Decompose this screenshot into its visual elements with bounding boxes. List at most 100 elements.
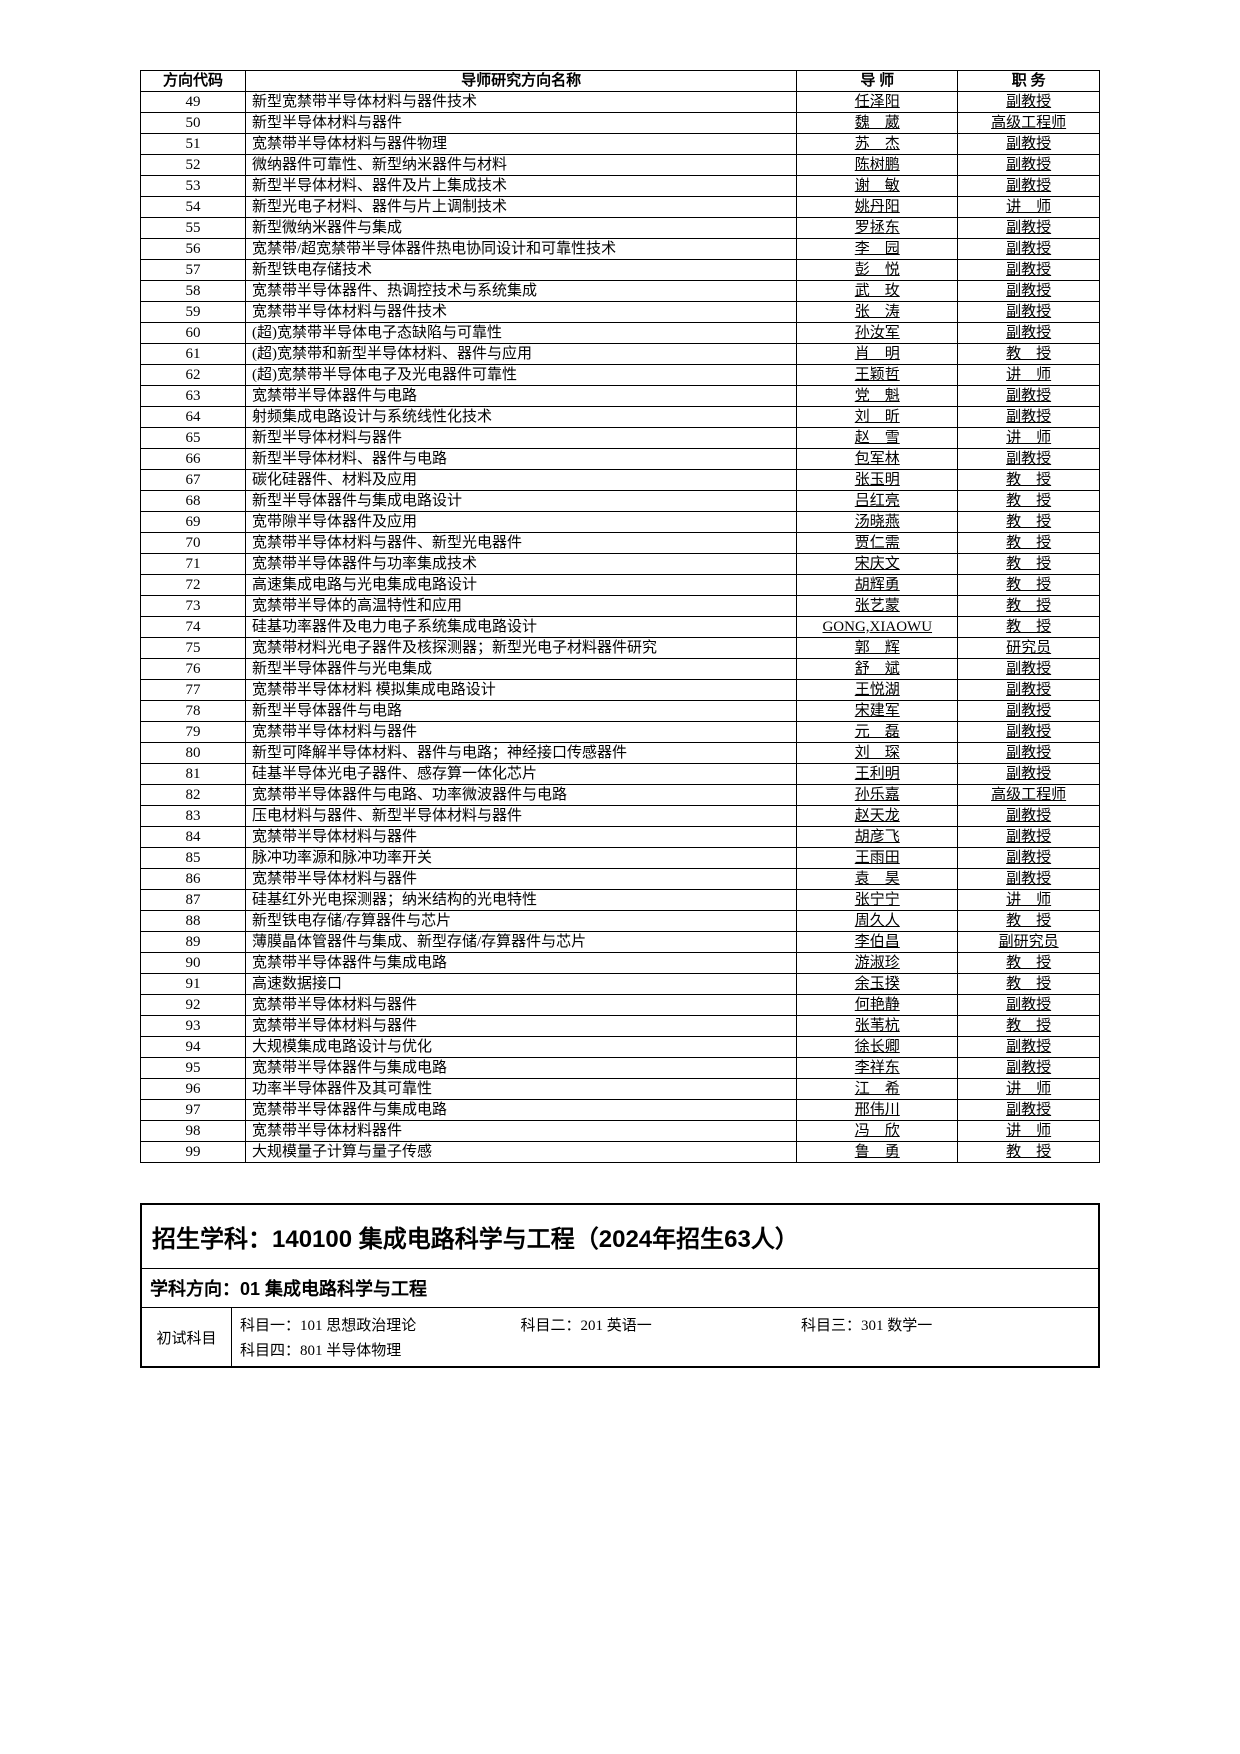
cell-title: 副教授 [958, 281, 1100, 302]
table-row: 74硅基功率器件及电力电子系统集成电路设计GONG,XIAOWU教 授 [141, 617, 1100, 638]
cell-code: 75 [141, 638, 246, 659]
cell-advisor: 游淑珍 [797, 953, 958, 974]
cell-title: 副教授 [958, 260, 1100, 281]
cell-code: 82 [141, 785, 246, 806]
cell-advisor: 李伯昌 [797, 932, 958, 953]
cell-research: 宽禁带半导体材料与器件 [246, 1016, 797, 1037]
cell-research: 新型半导体材料与器件 [246, 428, 797, 449]
cell-title: 副教授 [958, 848, 1100, 869]
cell-code: 83 [141, 806, 246, 827]
cell-research: 大规模量子计算与量子传感 [246, 1142, 797, 1163]
table-row: 78新型半导体器件与电路宋建军副教授 [141, 701, 1100, 722]
cell-code: 98 [141, 1121, 246, 1142]
cell-code: 96 [141, 1079, 246, 1100]
cell-title: 副教授 [958, 176, 1100, 197]
cell-advisor: 罗拯东 [797, 218, 958, 239]
cell-code: 76 [141, 659, 246, 680]
cell-title: 教 授 [958, 533, 1100, 554]
cell-title: 教 授 [958, 1016, 1100, 1037]
table-row: 93宽禁带半导体材料与器件张苇杭教 授 [141, 1016, 1100, 1037]
cell-code: 59 [141, 302, 246, 323]
cell-advisor: 李祥东 [797, 1058, 958, 1079]
cell-advisor: 郭 辉 [797, 638, 958, 659]
cell-research: 大规模集成电路设计与优化 [246, 1037, 797, 1058]
cell-advisor: 姚丹阳 [797, 197, 958, 218]
cell-title: 副教授 [958, 659, 1100, 680]
program-direction: 学科方向：01 集成电路科学与工程 [142, 1269, 1098, 1308]
cell-research: 新型铁电存储/存算器件与芯片 [246, 911, 797, 932]
cell-title: 讲 师 [958, 1121, 1100, 1142]
cell-advisor: 贾仁需 [797, 533, 958, 554]
table-row: 86宽禁带半导体材料与器件袁 昊副教授 [141, 869, 1100, 890]
cell-code: 72 [141, 575, 246, 596]
cell-research: 碳化硅器件、材料及应用 [246, 470, 797, 491]
cell-advisor: 苏 杰 [797, 134, 958, 155]
cell-code: 73 [141, 596, 246, 617]
cell-research: 宽禁带半导体器件与集成电路 [246, 1058, 797, 1079]
cell-title: 讲 师 [958, 890, 1100, 911]
cell-advisor: 舒 斌 [797, 659, 958, 680]
cell-research: 硅基红外光电探测器；纳米结构的光电特性 [246, 890, 797, 911]
cell-title: 副教授 [958, 1058, 1100, 1079]
cell-research: 宽禁带半导体材料与器件 [246, 869, 797, 890]
table-row: 59宽禁带半导体材料与器件技术张 涛副教授 [141, 302, 1100, 323]
cell-title: 副教授 [958, 722, 1100, 743]
cell-advisor: 袁 昊 [797, 869, 958, 890]
cell-research: 新型半导体器件与光电集成 [246, 659, 797, 680]
cell-advisor: 冯 欣 [797, 1121, 958, 1142]
cell-title: 高级工程师 [958, 785, 1100, 806]
cell-research: 宽禁带半导体材料 模拟集成电路设计 [246, 680, 797, 701]
cell-title: 教 授 [958, 911, 1100, 932]
cell-advisor: 张宁宁 [797, 890, 958, 911]
cell-code: 79 [141, 722, 246, 743]
cell-advisor: 张 涛 [797, 302, 958, 323]
cell-advisor: 党 魁 [797, 386, 958, 407]
cell-code: 95 [141, 1058, 246, 1079]
table-row: 50新型半导体材料与器件魏 葳高级工程师 [141, 113, 1100, 134]
cell-research: 宽禁带半导体材料与器件 [246, 995, 797, 1016]
header-research: 导师研究方向名称 [246, 71, 797, 92]
cell-advisor: 任泽阳 [797, 92, 958, 113]
cell-code: 62 [141, 365, 246, 386]
cell-advisor: 胡辉勇 [797, 575, 958, 596]
cell-advisor: 陈树鹏 [797, 155, 958, 176]
cell-advisor: 张艺蒙 [797, 596, 958, 617]
cell-code: 87 [141, 890, 246, 911]
table-row: 68新型半导体器件与集成电路设计吕红亮教 授 [141, 491, 1100, 512]
cell-research: 宽禁带半导体材料与器件技术 [246, 302, 797, 323]
cell-title: 副教授 [958, 806, 1100, 827]
cell-title: 教 授 [958, 491, 1100, 512]
cell-code: 68 [141, 491, 246, 512]
cell-code: 66 [141, 449, 246, 470]
cell-code: 51 [141, 134, 246, 155]
cell-research: 新型半导体器件与电路 [246, 701, 797, 722]
program-box: 招生学科：140100 集成电路科学与工程（2024年招生63人） 学科方向：0… [140, 1203, 1100, 1368]
table-row: 70宽禁带半导体材料与器件、新型光电器件贾仁需教 授 [141, 533, 1100, 554]
cell-code: 80 [141, 743, 246, 764]
header-advisor: 导 师 [797, 71, 958, 92]
cell-research: 宽禁带半导体器件与集成电路 [246, 1100, 797, 1121]
table-row: 99大规模量子计算与量子传感鲁 勇教 授 [141, 1142, 1100, 1163]
header-title: 职 务 [958, 71, 1100, 92]
cell-research: 硅基功率器件及电力电子系统集成电路设计 [246, 617, 797, 638]
cell-advisor: 肖 明 [797, 344, 958, 365]
exam-item: 科目三：301 数学一 [801, 1312, 1082, 1337]
table-row: 55新型微纳米器件与集成罗拯东副教授 [141, 218, 1100, 239]
cell-research: (超)宽禁带半导体电子及光电器件可靠性 [246, 365, 797, 386]
cell-code: 88 [141, 911, 246, 932]
exam-item: 科目一：101 思想政治理论 [240, 1312, 521, 1337]
cell-title: 讲 师 [958, 365, 1100, 386]
cell-title: 副教授 [958, 302, 1100, 323]
table-row: 72高速集成电路与光电集成电路设计胡辉勇教 授 [141, 575, 1100, 596]
cell-advisor: 刘 琛 [797, 743, 958, 764]
cell-research: 高速集成电路与光电集成电路设计 [246, 575, 797, 596]
table-row: 77宽禁带半导体材料 模拟集成电路设计王悦湖副教授 [141, 680, 1100, 701]
cell-code: 61 [141, 344, 246, 365]
cell-advisor: 吕红亮 [797, 491, 958, 512]
cell-advisor: 徐长卿 [797, 1037, 958, 1058]
table-row: 64射频集成电路设计与系统线性化技术刘 昕副教授 [141, 407, 1100, 428]
cell-title: 副研究员 [958, 932, 1100, 953]
exam-label: 初试科目 [142, 1308, 232, 1366]
cell-advisor: 孙乐嘉 [797, 785, 958, 806]
cell-research: 宽禁带半导体材料器件 [246, 1121, 797, 1142]
